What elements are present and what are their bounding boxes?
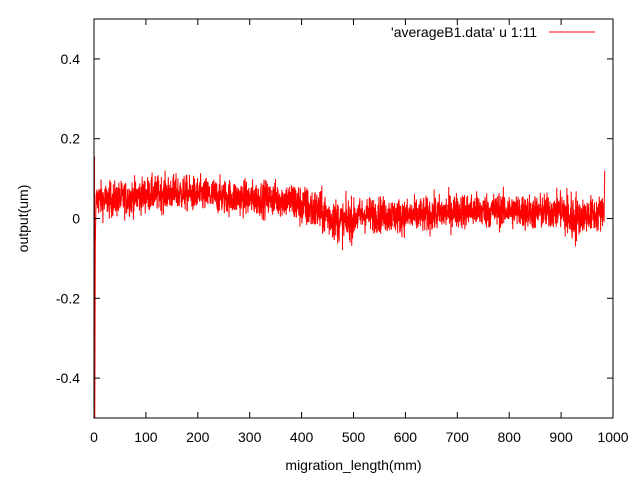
x-tick-label: 200 [186,429,210,445]
legend: 'averageB1.data' u 1:11 [391,24,595,40]
x-tick-label: 300 [238,429,262,445]
x-tick-label: 800 [498,429,522,445]
y-tick-label: 0 [72,211,80,227]
x-tick-label: 500 [342,429,366,445]
series-line [94,156,606,419]
y-axis-title: output(um) [15,185,31,253]
x-tick-label: 900 [549,429,573,445]
y-tick-label: -0.4 [56,370,80,386]
plot-layer [94,156,606,419]
x-tick-label: 400 [290,429,314,445]
x-tick-label: 0 [90,429,98,445]
y-tick-label: 0.2 [61,131,81,147]
y-tick-label: 0.4 [61,51,81,67]
legend-label: 'averageB1.data' u 1:11 [391,24,537,40]
x-tick-label: 600 [394,429,418,445]
x-axis-title: migration_length(mm) [285,457,421,473]
x-tick-label: 100 [134,429,158,445]
x-tick-label: 1000 [597,429,628,445]
ticks-layer: 0 100 200 300 400 500 600 700 800 900 1000 -0.4 -0.2… [56,19,629,445]
y-tick-label: -0.2 [56,290,80,306]
x-tick-label: 700 [446,429,470,445]
